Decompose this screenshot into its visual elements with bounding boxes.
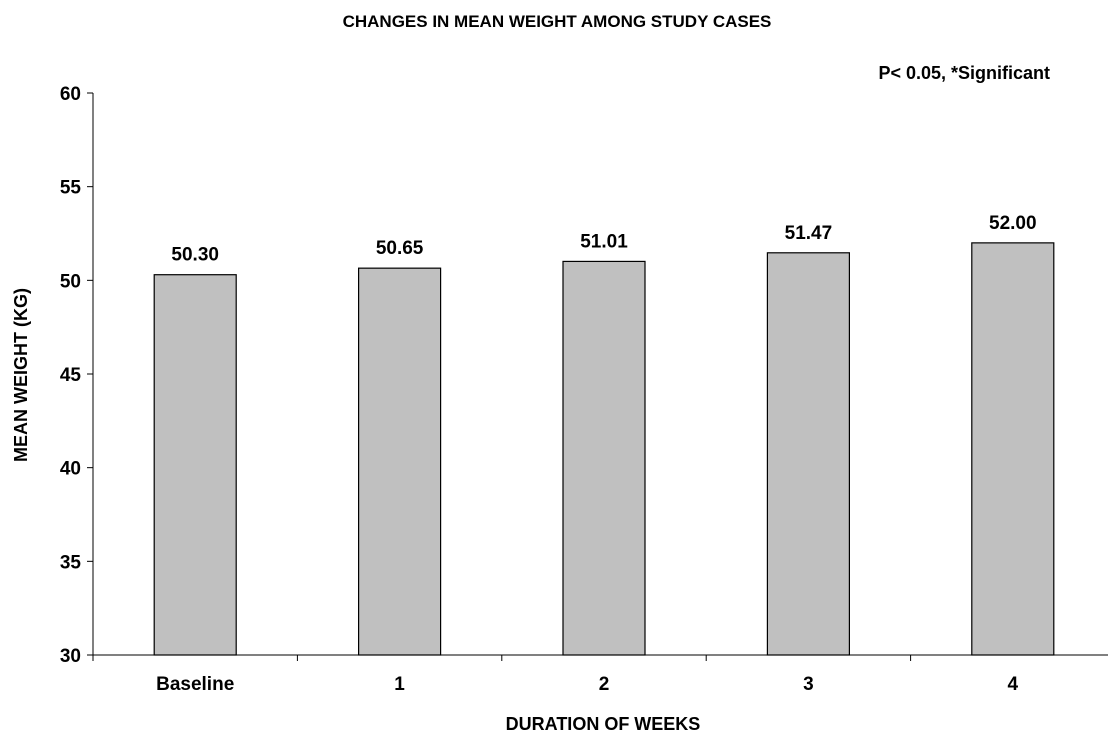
- axes: 30 35 40 45 50 55 60 Baseline 1 2 3 4: [60, 84, 1108, 695]
- x-tick-label: 2: [599, 674, 610, 695]
- significance-note: P< 0.05, *Significant: [878, 63, 1050, 83]
- bars: [153, 242, 1055, 656]
- chart-title: CHANGES IN MEAN WEIGHT AMONG STUDY CASES: [343, 12, 772, 31]
- bar-value-label: 50.30: [171, 245, 219, 266]
- data-labels: 50.30 50.65 51.01 51.47 52.00: [171, 213, 1036, 266]
- bar: [971, 242, 1055, 656]
- x-tick-label: 3: [803, 674, 814, 695]
- bar: [766, 252, 851, 656]
- x-tick-label: 4: [1008, 674, 1019, 695]
- x-tick-label: 1: [394, 674, 405, 695]
- y-tick-label: 45: [60, 365, 82, 386]
- bar: [562, 260, 646, 656]
- bar-value-label: 50.65: [376, 238, 424, 259]
- y-tick-label: 60: [60, 84, 81, 105]
- y-tick-label: 50: [60, 271, 81, 292]
- bar-value-label: 51.01: [580, 231, 628, 252]
- bar: [358, 267, 442, 656]
- bar-value-label: 52.00: [989, 213, 1037, 234]
- y-tick-label: 55: [60, 178, 82, 199]
- y-tick-label: 35: [60, 552, 82, 573]
- bar: [153, 274, 237, 656]
- y-tick-label: 30: [60, 646, 81, 667]
- bar-value-label: 51.47: [785, 223, 833, 244]
- x-axis-title: DURATION OF WEEKS: [506, 714, 701, 734]
- x-tick-label: Baseline: [156, 674, 234, 695]
- y-tick-label: 40: [60, 459, 81, 480]
- y-axis-title: MEAN WEIGHT (KG): [11, 288, 31, 462]
